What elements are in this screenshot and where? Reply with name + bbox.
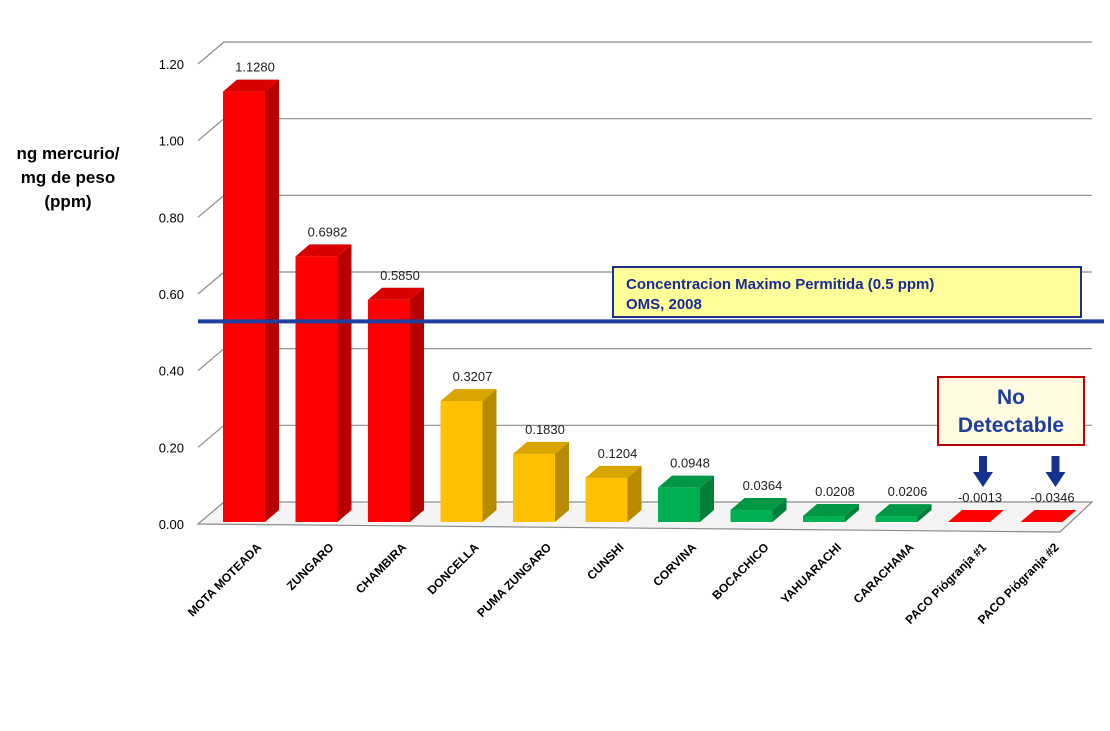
bar-top	[730, 498, 787, 511]
bar-side	[555, 441, 569, 522]
bar-side	[482, 389, 497, 522]
bar-front	[730, 510, 773, 522]
bars	[223, 79, 1077, 522]
category-label: PACO Piógranja #2	[975, 540, 1062, 627]
bar	[295, 244, 352, 522]
category-label: CARACHAMA	[851, 540, 917, 606]
bar-top	[368, 287, 424, 300]
category-label: YAHUARACHI	[778, 540, 844, 606]
bar-front	[658, 487, 700, 522]
bar-value-label: 0.6982	[308, 224, 348, 239]
gridline	[197, 118, 1092, 142]
bar-side	[410, 287, 424, 522]
max-permitted-annotation: Concentracion Maximo Permitida (0.5 ppm)…	[612, 266, 1082, 318]
bar-value-label: -0.0346	[1030, 490, 1074, 505]
y-tick-label: 1.20	[159, 57, 184, 72]
category-labels: MOTA MOTEADA ZUNGARO CHAMBIRA DONCELLAPUMA …	[185, 540, 1062, 627]
bar-top	[223, 79, 279, 92]
bar	[440, 389, 497, 522]
category-label: DONCELLA	[425, 540, 482, 597]
bar-value-label: -0.0013	[958, 490, 1002, 505]
bar-front	[440, 401, 483, 522]
data-labels: 1.1280 0.6982 0.5850 0.3207 0.1830 0.1204 0.09…	[235, 60, 1074, 505]
down-arrow-icon	[973, 456, 993, 487]
bar-side	[265, 79, 279, 522]
bar-side	[627, 465, 642, 522]
y-tick-labels: 0.00 0.20 0.40 0.60 0.80 1.00 1.20	[159, 57, 184, 532]
not-detectable-line-1: No	[997, 386, 1025, 409]
bar-value-label: 1.1280	[235, 60, 275, 75]
category-label: ZUNGARO	[284, 540, 337, 593]
bar-top	[440, 389, 497, 402]
bar-side	[845, 504, 859, 522]
category-label: BOCACHICO	[709, 540, 771, 602]
bar-front	[223, 91, 265, 522]
y-tick-label: 1.00	[159, 134, 184, 149]
y-tick-label: 0.80	[159, 210, 184, 225]
category-label: CORVINA	[650, 540, 699, 589]
y-tick-label: 0.20	[159, 440, 184, 455]
not-detectable-callout: No Detectable	[937, 376, 1085, 446]
y-tick-label: 0.60	[159, 287, 184, 302]
bar-side	[337, 244, 352, 522]
bar-slab	[1020, 510, 1077, 522]
y-axis-label-line-3: (ppm)	[44, 192, 92, 211]
bar-value-label: 0.1830	[525, 422, 565, 437]
bar-value-label: 0.1204	[598, 446, 638, 461]
bar	[1020, 510, 1077, 522]
bar-front	[803, 516, 845, 522]
y-axis-label-line-2: mg de peso	[20, 168, 116, 187]
y-axis-label-line-1: ng mercurio/	[16, 144, 120, 163]
bar-top	[585, 465, 642, 478]
bar-top	[875, 504, 932, 517]
y-tick-label: 0.00	[159, 517, 184, 532]
down-arrow-icon	[1045, 456, 1066, 487]
bar	[875, 504, 932, 522]
y-axis-label: ng mercurio/ mg de peso (ppm)	[4, 142, 132, 214]
category-label: PACO Piógranja #1	[903, 540, 990, 627]
bar	[368, 287, 424, 522]
bar-value-label: 0.0948	[670, 456, 710, 471]
bar	[948, 510, 1004, 522]
bar-front	[295, 256, 338, 522]
max-permitted-line-2: OMS, 2008	[626, 296, 702, 313]
bar-value-label: 0.0364	[743, 478, 783, 493]
bar-front	[513, 453, 555, 522]
bar-side	[700, 475, 714, 522]
bar-side	[917, 504, 932, 522]
not-detectable-line-2: Detectable	[957, 414, 1065, 437]
bar	[803, 504, 859, 522]
bar	[223, 79, 279, 522]
bar-front	[585, 477, 628, 522]
bar-top	[658, 475, 714, 488]
category-label: CHAMBIRA	[353, 540, 409, 596]
bar	[730, 498, 787, 522]
bar-top	[295, 244, 352, 257]
gridline	[197, 194, 1092, 218]
bar-side	[772, 498, 787, 522]
bar	[658, 475, 714, 522]
bar-front	[875, 516, 918, 522]
bar-front	[368, 299, 410, 522]
max-permitted-line-1: Concentracion Maximo Permitida (0.5 ppm)	[626, 276, 935, 293]
category-label: PUMA ZUNGARO	[474, 540, 554, 620]
nd-arrows	[973, 456, 1066, 487]
bar	[585, 465, 642, 522]
bar-value-label: 0.0208	[815, 484, 855, 499]
category-label: MOTA MOTEADA	[185, 540, 264, 619]
bar-value-label: 0.3207	[453, 369, 493, 384]
bar-value-label: 0.5850	[380, 268, 420, 283]
y-tick-label: 0.40	[159, 364, 184, 379]
gridline	[197, 41, 1092, 65]
category-label: CUNSHI	[584, 540, 626, 582]
bar	[513, 441, 569, 522]
bar-top	[803, 504, 859, 517]
bar-value-label: 0.0206	[888, 484, 928, 499]
bar-slab	[948, 510, 1004, 522]
bar-top	[513, 441, 569, 454]
